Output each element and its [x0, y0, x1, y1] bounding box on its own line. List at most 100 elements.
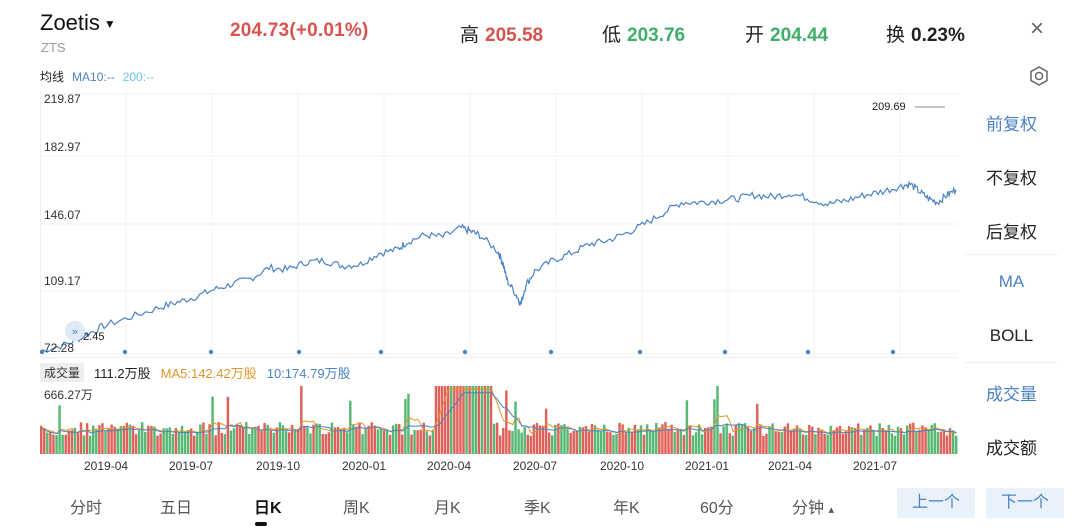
volume-bar — [235, 423, 239, 454]
volume-bar — [95, 428, 98, 454]
high-value: 205.58 — [485, 25, 544, 46]
volume-bar — [104, 431, 107, 454]
event-dot — [40, 349, 45, 355]
settings-icon[interactable] — [1028, 65, 1050, 87]
x-label: 2020-04 — [427, 459, 472, 473]
side-item-back-adjust[interactable]: 后复权 — [986, 223, 1037, 242]
volume-bar — [349, 400, 352, 454]
event-dot — [378, 349, 384, 355]
volume-bar — [792, 428, 796, 454]
volume-bar — [945, 435, 949, 454]
volume-bar — [700, 434, 704, 454]
volume-bar — [92, 425, 95, 454]
close-button[interactable]: × — [1029, 15, 1044, 42]
active-tab-indicator — [255, 522, 267, 526]
volume-bar — [110, 424, 113, 454]
volume-bar — [324, 434, 328, 454]
volume-bar — [333, 427, 337, 454]
tab-weekly-k[interactable]: 周K — [343, 500, 370, 517]
next-button[interactable]: 下一个 — [986, 488, 1064, 518]
price-chart[interactable] — [40, 90, 958, 358]
volume-bar — [248, 434, 251, 454]
side-item-ma[interactable]: MA — [998, 272, 1025, 291]
volume-bar — [165, 428, 168, 454]
volume-bar — [202, 422, 205, 454]
volume-bar — [379, 428, 383, 454]
volume-bar — [465, 386, 468, 454]
tab-quarterly-k[interactable]: 季K — [524, 500, 551, 517]
volume-bar — [263, 423, 266, 454]
volume-bar — [630, 431, 634, 454]
volume-chart[interactable] — [40, 382, 958, 454]
volume-bar — [147, 425, 150, 454]
tab-daily-k[interactable]: 日K — [254, 500, 282, 517]
volume-bar — [76, 431, 80, 454]
tab-60min[interactable]: 60分 — [700, 500, 734, 517]
volume-bar — [707, 427, 710, 454]
volume-bar — [572, 430, 575, 454]
volume-bar — [924, 427, 927, 454]
volume-bar — [428, 435, 432, 454]
volume-bar — [40, 425, 43, 454]
volume-bar — [731, 435, 735, 454]
ticker-selector[interactable]: Zoetis ▼ — [40, 10, 116, 36]
prev-button[interactable]: 上一个 — [897, 488, 975, 518]
side-item-volume[interactable]: 成交量 — [986, 385, 1037, 404]
y-label-2: 182.97 — [44, 140, 81, 154]
x-label: 2020-07 — [513, 459, 558, 473]
volume-bar — [480, 386, 484, 454]
volume-bar — [471, 386, 474, 454]
volume-bar — [43, 428, 46, 454]
volume-bar — [927, 428, 930, 454]
tab-five-day[interactable]: 五日 — [160, 500, 193, 517]
volume-bar — [373, 425, 376, 454]
volume-bar — [238, 425, 242, 454]
side-item-no-adjust[interactable]: 不复权 — [986, 169, 1037, 188]
volume-bar — [293, 430, 297, 454]
volume-bar — [119, 426, 123, 454]
volume-bar — [85, 423, 89, 454]
tab-yearly-k[interactable]: 年K — [613, 500, 640, 517]
side-item-boll[interactable]: BOLL — [989, 326, 1034, 345]
volume-bar — [523, 427, 526, 454]
event-dot — [722, 349, 728, 355]
volume-bar — [483, 386, 487, 454]
volume-bar — [814, 434, 817, 454]
quote-header: Zoetis ▼ ZTS 204.73(+0.01%) 高 205.58 低 2… — [0, 0, 1080, 60]
volume-bar — [352, 424, 355, 454]
x-label: 2019-07 — [169, 459, 214, 473]
turnover-label: 换 — [886, 25, 906, 46]
volume-bar — [627, 427, 630, 454]
side-item-forward-adjust[interactable]: 前复权 — [986, 115, 1037, 134]
tab-minute[interactable]: 分钟 ▴ — [792, 494, 834, 518]
volume-bar — [704, 427, 707, 454]
open-label: 开 — [745, 25, 765, 46]
volume-bar — [232, 428, 236, 454]
side-item-turnover-amount[interactable]: 成交额 — [986, 439, 1037, 458]
volume-bar — [893, 435, 897, 454]
volume-bar — [125, 422, 129, 454]
volume-bar — [134, 434, 138, 454]
volume-bar — [710, 426, 713, 454]
tab-monthly-k[interactable]: 月K — [434, 500, 461, 517]
volume-bar — [780, 432, 783, 454]
volume-bar — [563, 424, 566, 454]
event-dot — [890, 349, 896, 355]
volume-bar — [918, 429, 921, 454]
volume-bar — [52, 434, 55, 454]
volume-bar — [61, 434, 64, 454]
volume-bar — [486, 386, 490, 454]
volume-bar — [186, 429, 190, 454]
volume-bar — [679, 428, 682, 454]
volume-bar — [284, 430, 288, 454]
y-label-1: 219.87 — [44, 92, 81, 106]
volume-bar — [942, 430, 946, 454]
low-label: 低 — [602, 25, 622, 46]
volume-bar — [783, 426, 787, 454]
tab-intraday[interactable]: 分时 — [70, 500, 103, 517]
low-value: 203.76 — [627, 25, 686, 46]
x-label: 2021-01 — [685, 459, 730, 473]
scroll-left-icon[interactable]: » — [62, 320, 88, 342]
volume-bar — [413, 429, 416, 454]
volume-bar — [636, 429, 640, 454]
